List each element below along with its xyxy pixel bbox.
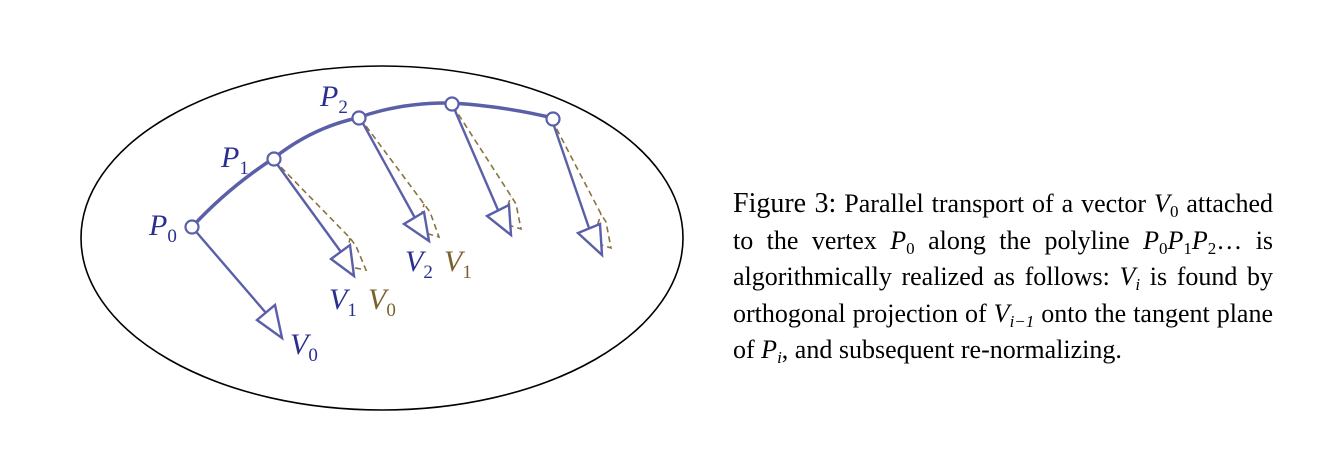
vector-v0-shaft	[191, 226, 267, 314]
vector-v1-arrowhead	[328, 242, 356, 279]
label-v0-moved: V0	[368, 283, 396, 321]
sym-vi: V	[1119, 262, 1136, 291]
dashed-vector-at-p3	[452, 105, 523, 231]
sym-polyline: P	[1143, 225, 1159, 255]
dashed-vector-at-p4	[551, 119, 613, 250]
vector-v1-shaft	[273, 159, 342, 253]
caption-text-7: , and subsequent re-normalizing.	[781, 335, 1122, 364]
ellipsis: …	[1216, 225, 1243, 255]
dashed-vector-at-p2	[359, 117, 441, 239]
vertex-p3	[444, 96, 460, 112]
caption-text-1: Parallel transport of a vector	[844, 189, 1147, 218]
transported-vectors-dashed	[273, 105, 613, 272]
vertex-p1	[266, 151, 282, 167]
vertices	[184, 96, 561, 235]
label-p0: P0	[148, 209, 177, 247]
figure-caption: Figure 3: Parallel transport of a vector…	[733, 188, 1274, 367]
figure-label: Figure 3:	[733, 188, 837, 219]
sym-p0: P	[890, 225, 907, 255]
vertex-p0	[184, 219, 200, 235]
caption-text-5: is found by orthogonal projection of	[733, 262, 1273, 328]
vector-v4-arrowhead	[575, 222, 604, 258]
sym-v0: V	[1154, 189, 1170, 218]
label-v2: V2	[405, 245, 433, 283]
vector-v2-arrowhead	[401, 210, 431, 244]
vectors	[191, 105, 604, 341]
vector-v0-arrowhead	[255, 302, 284, 341]
vector-v4-shaft	[550, 119, 591, 229]
sub-0: 0	[1169, 202, 1179, 221]
vector-v3-arrowhead	[484, 203, 513, 238]
caption-text-2: attached to the vertex	[733, 189, 1273, 255]
label-v0-start: V0	[290, 328, 318, 366]
label-v1: V1	[329, 283, 357, 321]
label-p2: P2	[319, 80, 348, 118]
sym-pi: P	[761, 335, 778, 364]
vector-v2-shaft	[358, 117, 417, 219]
label-p1: P1	[220, 141, 249, 179]
caption-text-6: onto the tangent plane of	[733, 298, 1274, 365]
vertex-p4	[545, 111, 561, 127]
vector-v3-shaft	[451, 105, 500, 211]
label-v1-moved: V1	[444, 245, 472, 283]
caption-text-4: is algorithmically realized as follows:	[733, 225, 1274, 292]
vertex-p2	[351, 110, 367, 126]
sym-vim1: V	[993, 298, 1010, 328]
labels: P0 P1 P2 V0 V1 V0 V2 V1	[148, 80, 472, 366]
surface-ellipse	[80, 65, 684, 411]
caption-text-3: along the polyline	[928, 225, 1130, 255]
